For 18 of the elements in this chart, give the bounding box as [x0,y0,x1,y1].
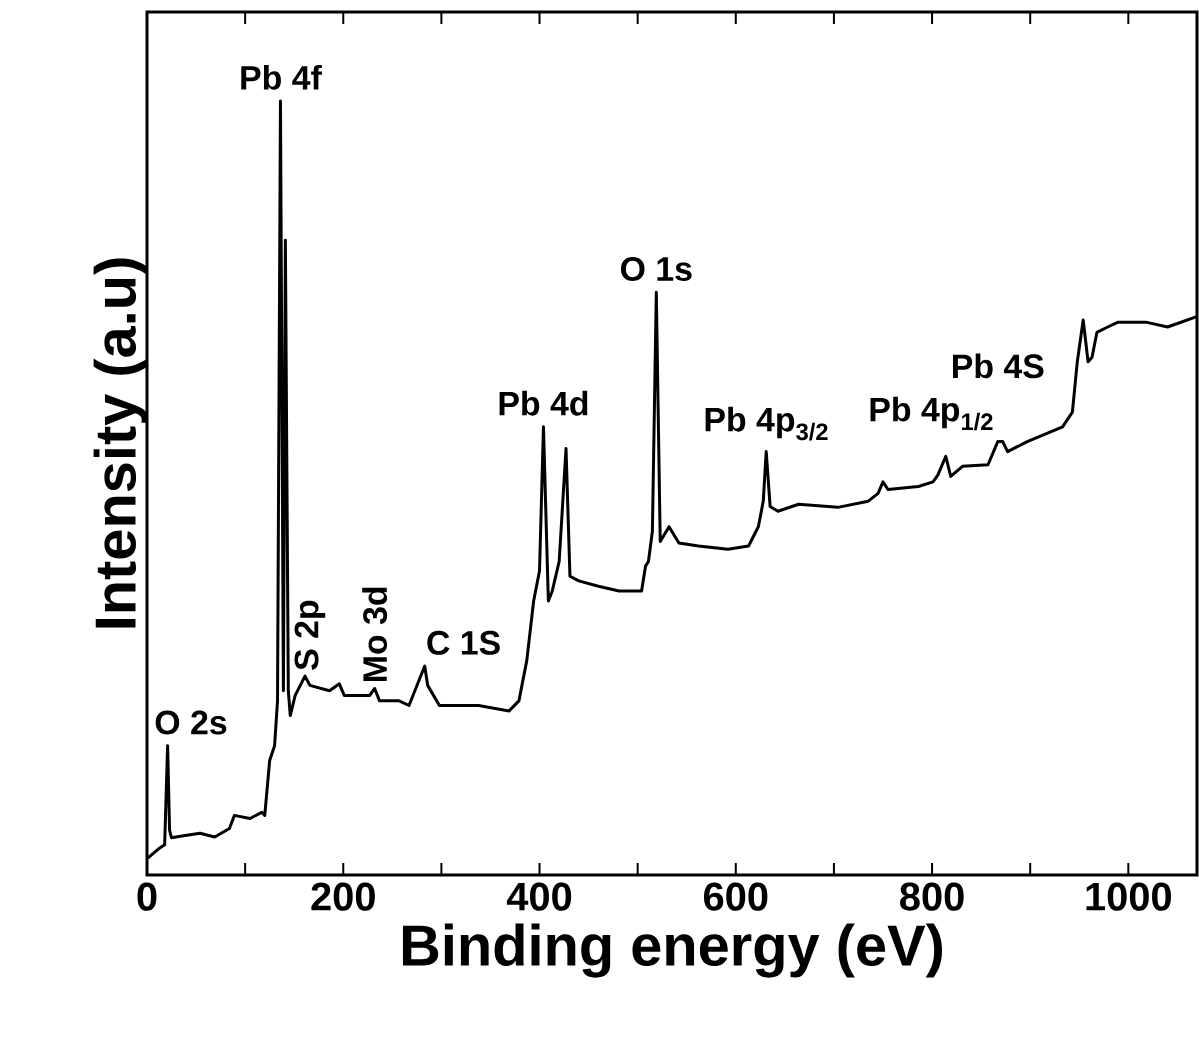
annotation: Pb 4p$_{1/2}$ [870,396,993,431]
annotation: Pb 4p$_{3/2}$ [705,406,828,441]
x-tick-label: 800 [900,882,964,911]
annotation: O 1s [620,256,692,281]
annotation: Pb 4f [241,64,322,90]
annotation: O 2s [155,710,227,735]
y-axis-title: Intensity (a.u) [93,258,148,628]
annotation: Pb 4d [499,390,588,416]
annotation: S 2p [294,600,326,670]
x-axis-title: Binding energy (eV) [402,923,942,978]
x-tick-label: 400 [506,882,572,911]
x-tick-label: 600 [704,882,768,911]
annotation: C 1S [427,630,500,655]
annotation: Mo 3d [362,587,388,681]
x-tick-label: 200 [311,882,375,911]
annotation: Pb 4S [953,353,1044,379]
x-tick-label: 0 [137,882,157,911]
x-tick-label: 1000 [1086,882,1171,911]
